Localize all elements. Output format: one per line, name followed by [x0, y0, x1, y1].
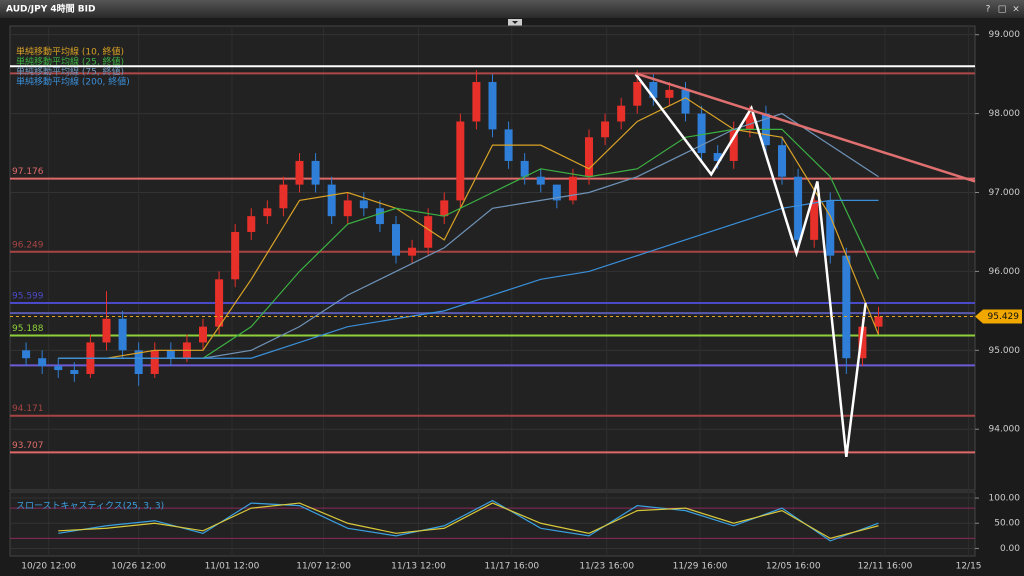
candle-body — [359, 200, 368, 209]
title-bar — [0, 0, 1024, 18]
x-tick-label: 11/23 16:00 — [579, 562, 634, 572]
legend-entry: 単純移動平均線 (25, 終値) — [16, 56, 124, 68]
x-tick-label: 10/26 12:00 — [111, 562, 166, 572]
legend-entry: 単純移動平均線 (75, 終値) — [16, 66, 124, 78]
legend-entry: 単純移動平均線 (10, 終値) — [16, 46, 124, 58]
candle-body — [649, 82, 658, 98]
y-tick-label: 99.000 — [989, 30, 1021, 40]
indicator-line — [58, 97, 880, 359]
x-tick-label: 12/05 16:00 — [766, 562, 821, 572]
level-label: 97.176 — [12, 167, 44, 177]
candle-body — [70, 370, 79, 374]
candle-body — [456, 121, 465, 201]
x-tick-label: 12/15 — [956, 562, 982, 572]
candle-body — [134, 350, 143, 374]
candle-body — [713, 153, 722, 161]
close-button[interactable]: × — [1012, 5, 1020, 15]
candle-body — [38, 358, 47, 367]
candle-body — [536, 176, 545, 185]
candle-body — [118, 318, 127, 351]
candle-body — [568, 176, 577, 201]
y-tick-label: 94.000 — [989, 425, 1021, 435]
candle-body — [408, 247, 417, 256]
candle-body — [665, 89, 674, 98]
candle-body — [585, 137, 593, 177]
candle-body — [520, 160, 529, 177]
candle-body — [392, 224, 400, 256]
y-tick-label: 96.000 — [989, 267, 1021, 277]
candle-body — [199, 326, 207, 343]
candle-body — [166, 350, 175, 359]
candle-body — [263, 208, 272, 217]
candle-body — [54, 366, 63, 371]
candle-body — [552, 184, 561, 201]
candle-body — [22, 350, 31, 359]
indicator-line — [58, 199, 879, 359]
maximize-button[interactable]: □ — [998, 5, 1007, 15]
candle-body — [215, 279, 224, 327]
candle-body — [488, 82, 497, 130]
candle-body — [424, 216, 433, 248]
level-label: 94.171 — [12, 404, 44, 414]
y-tick-label: 100.00 — [989, 494, 1021, 504]
x-tick-label: 11/29 16:00 — [673, 562, 728, 572]
candle-body — [343, 200, 352, 217]
y-tick-label: 95.000 — [989, 346, 1021, 356]
candle-body — [472, 82, 481, 122]
candle-body — [778, 145, 786, 177]
level-label: 95.599 — [12, 292, 44, 302]
indicator-line — [58, 499, 879, 542]
candle-body — [247, 216, 256, 232]
candle-body — [729, 129, 738, 161]
candle-body — [794, 176, 803, 240]
candle-body — [633, 82, 642, 106]
candle-body — [375, 208, 384, 225]
current-price-badge — [975, 309, 1022, 324]
level-label: 95.188 — [12, 324, 44, 334]
candle-body — [826, 200, 835, 256]
y-tick-label: 97.000 — [989, 188, 1021, 198]
x-tick-label: 11/01 12:00 — [205, 562, 260, 572]
x-tick-label: 11/17 16:00 — [484, 562, 539, 572]
candle-body — [327, 184, 336, 217]
candle-body — [295, 160, 304, 185]
candle-body — [617, 105, 626, 122]
candle-body — [874, 316, 883, 327]
trend-drawing — [635, 72, 976, 183]
candle-body — [745, 113, 754, 130]
candle-body — [858, 326, 867, 359]
panel-title: スローストキャスティクス(25, 3, 3) — [16, 501, 164, 512]
x-tick-label: 10/20 12:00 — [21, 562, 76, 572]
legend-entry: 単純移動平均線 (200, 終値) — [16, 76, 130, 88]
y-tick-label: 98.000 — [989, 109, 1021, 119]
candle-body — [810, 200, 819, 240]
candle-body — [842, 255, 851, 359]
window-title: AUD/JPY 4時間 BID — [6, 3, 95, 15]
y-tick-label: 50.00 — [994, 519, 1020, 529]
current-price-label: 95.429 — [988, 312, 1020, 322]
x-tick-label: 12/11 16:00 — [858, 562, 913, 572]
x-tick-label: 11/13 12:00 — [391, 562, 446, 572]
candle-body — [279, 184, 288, 209]
candle-body — [311, 160, 320, 185]
candle-body — [601, 121, 610, 138]
candle-body — [697, 113, 706, 154]
candle-body — [681, 89, 690, 114]
candle-body — [102, 318, 111, 343]
level-label: 93.707 — [12, 441, 44, 451]
trend-drawing — [634, 73, 867, 458]
indicator-line — [58, 502, 879, 540]
candle-body — [440, 200, 449, 217]
y-tick-label: 0.00 — [1000, 544, 1020, 554]
help-button[interactable]: ? — [986, 5, 991, 15]
level-label: 96.249 — [12, 240, 44, 250]
candle-body — [150, 350, 159, 374]
collapse-arrow — [512, 21, 518, 24]
candle-body — [231, 231, 240, 280]
x-tick-label: 11/07 12:00 — [296, 562, 351, 572]
